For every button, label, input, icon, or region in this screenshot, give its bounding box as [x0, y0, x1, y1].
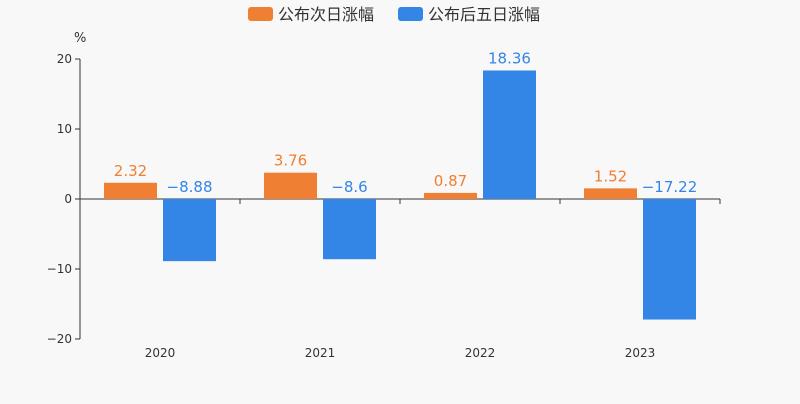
- data-labels: 2.32 3.76 0.87 1.52 −8.88 −8.6 18.36 −17.22: [114, 49, 697, 196]
- y-tick-label: 0: [64, 192, 72, 206]
- legend-item-series-0[interactable]: 公布次日涨幅: [248, 5, 374, 24]
- bar-series-0[interactable]: [424, 192, 477, 199]
- data-label-series-0: 3.76: [274, 152, 307, 170]
- bar-series-1[interactable]: [483, 70, 536, 199]
- bar-series-1[interactable]: [163, 199, 216, 262]
- data-label-series-0: 1.52: [594, 167, 627, 185]
- legend-label-0: 公布次日涨幅: [278, 5, 374, 24]
- y-tick-label: 10: [57, 122, 72, 136]
- legend-label-1: 公布后五日涨幅: [428, 5, 540, 24]
- data-label-series-0: 0.87: [434, 172, 467, 190]
- bar-series-0[interactable]: [264, 172, 317, 199]
- y-tick-label: −20: [47, 332, 72, 346]
- y-axis-unit-label: %: [74, 31, 86, 46]
- legend[interactable]: 公布次日涨幅 公布后五日涨幅: [248, 5, 540, 24]
- x-tick-label: 2022: [465, 346, 496, 360]
- legend-swatch-0: [248, 7, 273, 21]
- bar-series-0[interactable]: [104, 182, 157, 199]
- legend-swatch-1: [398, 7, 423, 21]
- legend-item-series-1[interactable]: 公布后五日涨幅: [398, 5, 540, 24]
- bar-series-0[interactable]: [584, 188, 637, 199]
- y-tick-label: −10: [47, 262, 72, 276]
- bar-series-1[interactable]: [643, 199, 696, 320]
- x-tick-label: 2021: [305, 346, 336, 360]
- data-label-series-1: −17.22: [642, 178, 698, 196]
- x-tick-label: 2020: [145, 346, 176, 360]
- x-tick-label: 2023: [625, 346, 656, 360]
- bars: [104, 70, 696, 320]
- data-label-series-1: 18.36: [488, 49, 531, 67]
- data-label-series-0: 2.32: [114, 162, 147, 180]
- data-label-series-1: −8.6: [331, 178, 367, 196]
- data-label-series-1: −8.88: [167, 178, 213, 196]
- bar-series-1[interactable]: [323, 199, 376, 260]
- y-tick-label: 20: [57, 52, 72, 66]
